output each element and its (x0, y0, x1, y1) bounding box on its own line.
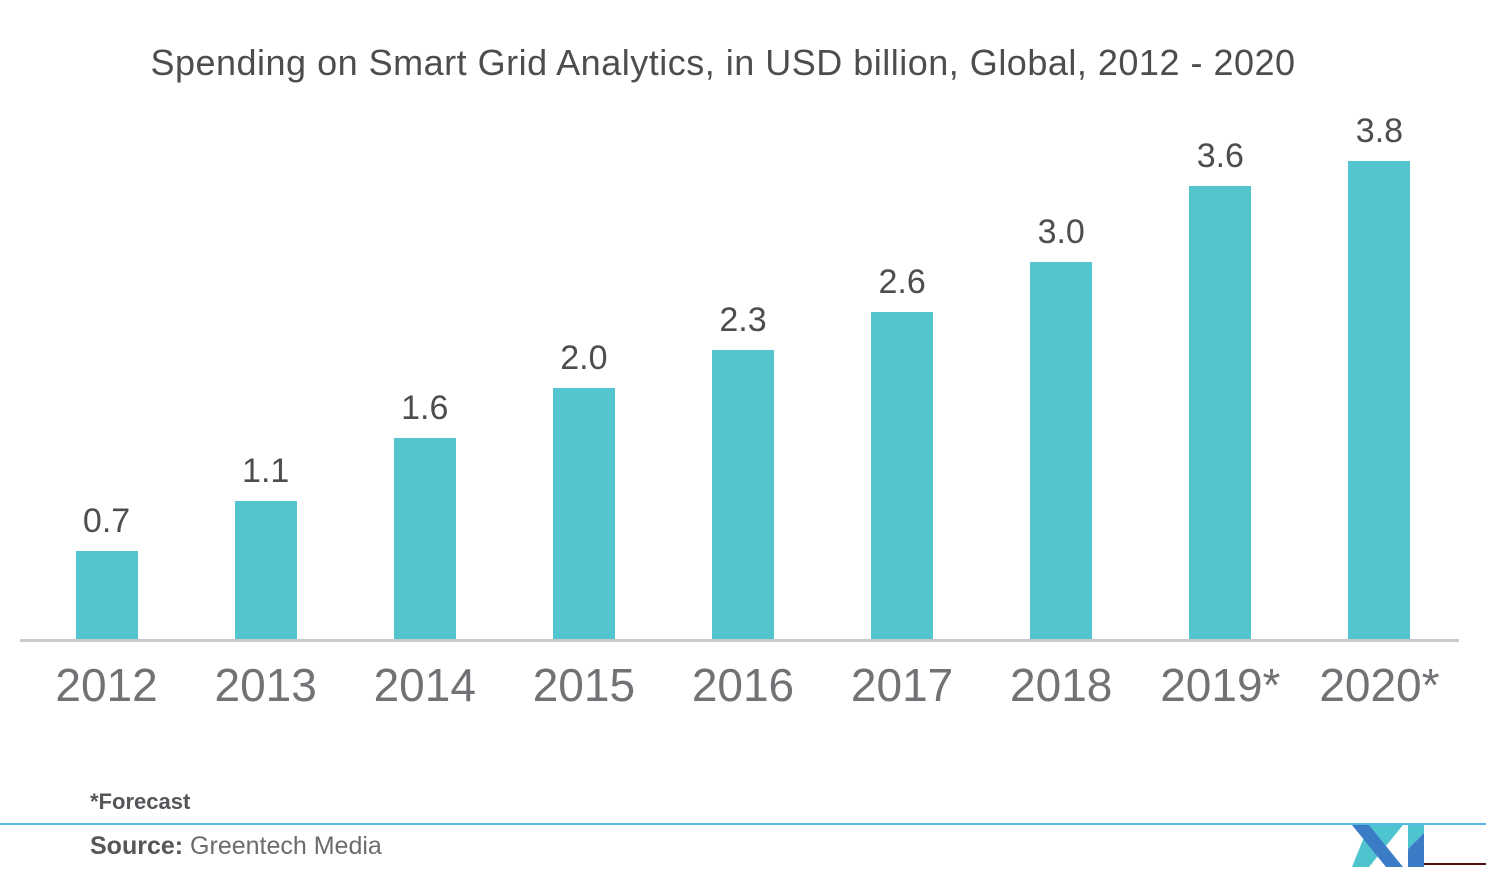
bar-column: 3.6 (1141, 106, 1300, 639)
x-tick-label: 2020* (1319, 659, 1440, 711)
source-value: Greentech Media (190, 832, 382, 860)
bar-2015 (552, 388, 615, 639)
bar-column: 2.6 (823, 106, 982, 639)
bar-value-label: 2.6 (878, 263, 926, 301)
x-axis-line (20, 639, 1459, 642)
bar-column: 3.0 (982, 106, 1141, 639)
bar-2019 (1189, 186, 1252, 639)
bar-column: 1.1 (186, 106, 345, 639)
source-label: Source: (90, 832, 184, 860)
x-tick-label: 2015 (532, 659, 636, 711)
bar-column: 2.0 (504, 106, 663, 639)
bar-column: 1.6 (345, 106, 504, 639)
bar-2013 (234, 501, 297, 639)
bar-column: 0.7 (27, 106, 186, 639)
logo-blue-shape (1408, 833, 1424, 867)
bar-2018 (1030, 262, 1093, 639)
forecast-note: *Forecast (90, 789, 191, 814)
bar-2017 (871, 312, 934, 639)
x-tick-label: 2018 (1010, 659, 1113, 711)
bar-column: 2.3 (663, 106, 822, 639)
chart-title: Spending on Smart Grid Analytics, in USD… (150, 42, 1296, 83)
logo-teal-shape (1408, 825, 1424, 849)
footer-divider-line (0, 823, 1486, 825)
bar-value-label: 2.0 (560, 339, 608, 377)
x-tick-label: 2013 (214, 659, 317, 711)
x-tick-label: 2016 (691, 659, 795, 711)
bar-plot: 0.7 1.1 1.6 2.0 2.3 2.6 3.0 3.6 (27, 106, 1459, 639)
bar-value-label: 3.6 (1196, 137, 1244, 175)
x-axis-labels: 2012 2013 2014 2015 2016 2017 2018 2019*… (27, 662, 1459, 708)
bar-value-label: 3.0 (1037, 213, 1085, 251)
bar-column: 3.8 (1300, 106, 1459, 639)
logo-rule-line (1424, 863, 1486, 865)
bar-value-label: 2.3 (719, 301, 767, 339)
bar-value-label: 3.8 (1355, 112, 1404, 150)
source-line: Source: Greentech Media (90, 832, 382, 861)
bar-2014 (393, 438, 456, 639)
mordor-intelligence-logo (1352, 825, 1424, 867)
bar-value-label: 1.6 (401, 389, 449, 427)
bar-2016 (711, 350, 774, 639)
logo-blue-shape (1352, 825, 1403, 867)
x-tick-label: 2014 (373, 659, 476, 711)
bar-value-label: 1.1 (242, 452, 290, 490)
x-tick-label: 2019* (1160, 659, 1281, 711)
x-tick-label: 2017 (850, 659, 954, 711)
bar-value-label: 0.7 (82, 502, 131, 540)
x-tick-label: 2012 (55, 659, 158, 711)
bar-2020 (1348, 161, 1411, 639)
bar-2012 (75, 551, 138, 639)
